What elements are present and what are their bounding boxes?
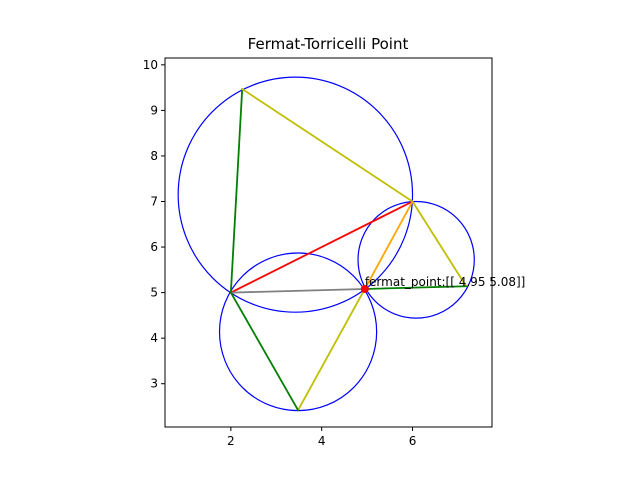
x-tick-label: 2 bbox=[227, 434, 235, 448]
plot-area bbox=[177, 76, 475, 412]
fermat-point-annotation: fermat_point:[[ 4.95 5.08]] bbox=[365, 275, 526, 289]
circumcircle-2 bbox=[357, 200, 475, 319]
segment-6 bbox=[411, 200, 468, 288]
x-tick-label: 6 bbox=[409, 434, 417, 448]
segment-5 bbox=[241, 88, 414, 203]
fermat-point-marker bbox=[360, 284, 369, 293]
segment-3 bbox=[363, 200, 414, 290]
segment-9 bbox=[229, 291, 299, 412]
y-tick-label: 6 bbox=[150, 240, 158, 254]
chart-title: Fermat-Torricelli Point bbox=[248, 35, 409, 53]
y-tick-label: 7 bbox=[150, 195, 158, 209]
segment-2 bbox=[229, 288, 366, 294]
segment-7 bbox=[363, 285, 468, 290]
segment-4 bbox=[229, 88, 244, 294]
axes-frame bbox=[164, 57, 493, 428]
y-tick-label: 3 bbox=[150, 377, 158, 391]
x-tick-label: 4 bbox=[318, 434, 326, 448]
axis-ticks: 2 4 6 3 4 5 6 7 8 9 10 bbox=[143, 58, 417, 448]
circumcircle-1 bbox=[177, 76, 414, 313]
y-tick-label: 10 bbox=[143, 58, 158, 72]
y-tick-label: 8 bbox=[150, 149, 158, 163]
segment-8 bbox=[297, 288, 366, 412]
y-tick-label: 9 bbox=[150, 103, 158, 117]
segment-1 bbox=[229, 200, 414, 294]
y-tick-label: 4 bbox=[150, 331, 158, 345]
y-tick-label: 5 bbox=[150, 286, 158, 300]
circumcircle-3 bbox=[218, 252, 378, 412]
